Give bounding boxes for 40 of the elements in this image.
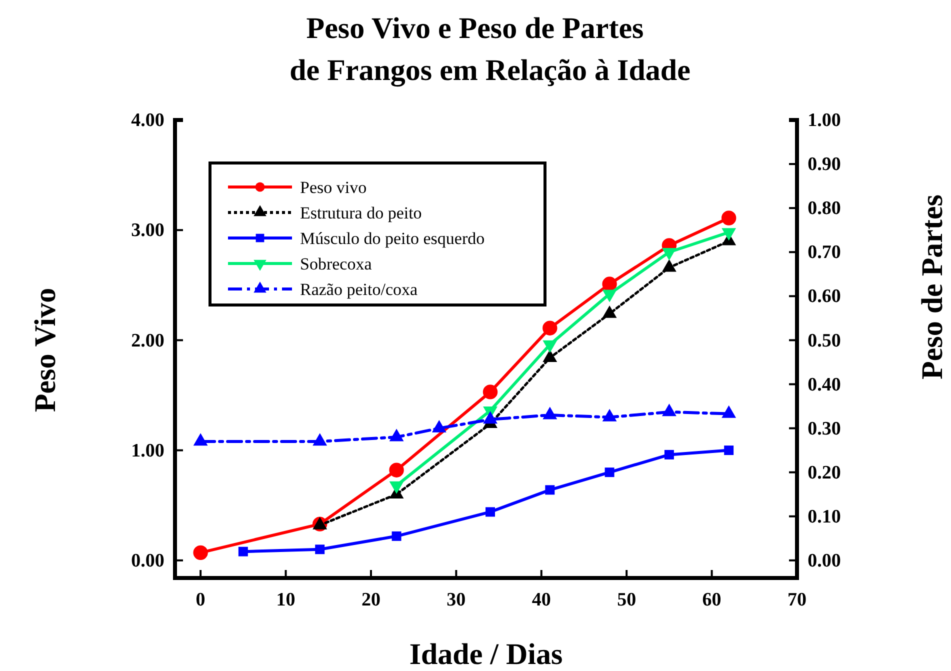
- y-tick-label: 1.00: [131, 440, 164, 462]
- y2-tick-label: 0.50: [808, 330, 841, 352]
- y2-tick-label: 0.00: [808, 550, 841, 572]
- legend-label: Peso vivo: [300, 178, 367, 197]
- point: [389, 462, 404, 478]
- y-tick-label: 4.00: [131, 110, 164, 132]
- x-tick-label: 20: [361, 590, 380, 611]
- point: [721, 210, 736, 226]
- y-tick-label: 3.00: [131, 220, 164, 242]
- y2-tick-label: 0.30: [808, 418, 841, 440]
- x-tick-label: 10: [276, 590, 296, 611]
- point: [482, 384, 498, 400]
- x-tick-label: 0: [196, 590, 206, 611]
- legend-label: Estrutura do peito: [300, 204, 422, 222]
- point: [602, 276, 617, 292]
- y2-axis-title: Peso de Partes: [916, 194, 949, 380]
- chart-title: Peso Vivo e Peso de Partes: [306, 12, 644, 45]
- x-tick-label: 30: [446, 590, 466, 611]
- y2-tick-label: 0.90: [808, 154, 841, 176]
- y2-tick-label: 0.80: [808, 198, 841, 220]
- legend-label: Músculo do peito esquerdo: [300, 229, 485, 248]
- y2-tick-label: 1.00: [808, 110, 841, 132]
- y2-tick-label: 0.70: [808, 242, 841, 264]
- x-tick-label: 50: [617, 590, 636, 611]
- legend-label: Sobrecoxa: [300, 254, 372, 274]
- x-tick-label: 70: [788, 590, 806, 611]
- point: [193, 545, 208, 560]
- y2-tick-label: 0.40: [808, 374, 841, 396]
- legend-label: Razão peito/coxa: [300, 280, 418, 299]
- x-tick-label: 60: [702, 590, 722, 611]
- y-tick-label: 0.00: [131, 550, 164, 572]
- point: [542, 320, 558, 336]
- y2-tick-label: 0.20: [808, 462, 841, 484]
- x-axis-title: Idade / Dias: [409, 638, 563, 671]
- y-tick-label: 2.00: [131, 330, 164, 352]
- x-tick-label: 40: [532, 590, 551, 611]
- y-axis-title: Peso Vivo: [29, 288, 62, 412]
- y2-tick-label: 0.60: [808, 286, 841, 308]
- y2-tick-label: 0.10: [808, 506, 841, 528]
- chart-subtitle: de Frangos em Relação à Idade: [290, 54, 690, 87]
